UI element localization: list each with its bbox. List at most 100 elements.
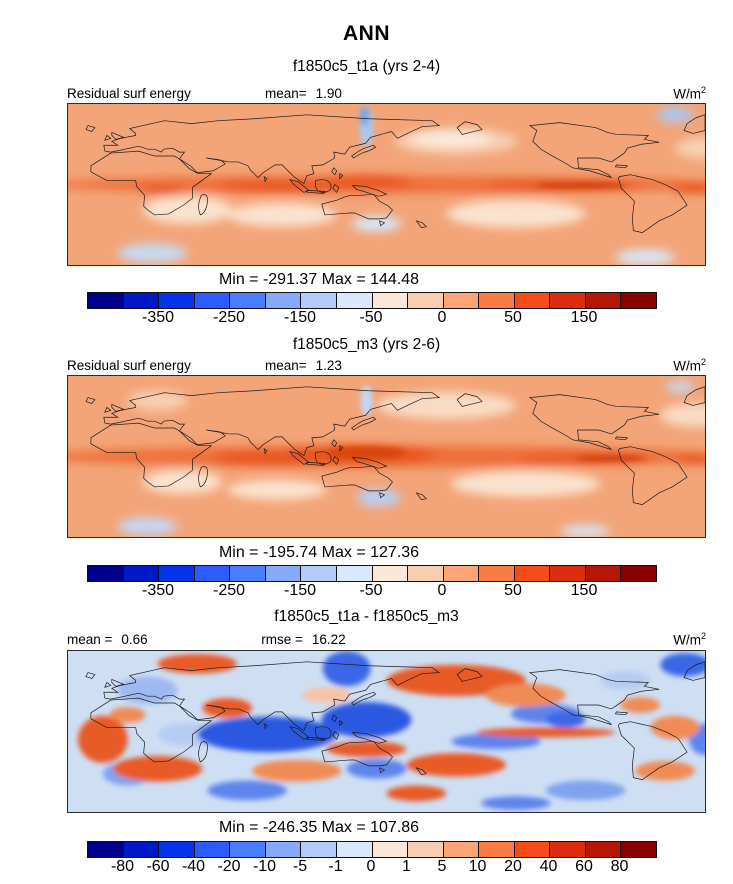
panel1-colorbar-ticks: -350 -250 -150 -50 0 50 150 [87, 309, 655, 329]
colorbar-tick-label: 50 [504, 582, 522, 599]
panel1-minmax: Min = -291.37 Max = 144.48 [218, 271, 420, 288]
colorbar-cell [585, 293, 622, 308]
colorbar-cell [408, 293, 444, 308]
colorbar-cell [408, 842, 444, 857]
colorbar-cell [265, 566, 302, 581]
colorbar-tick-label: 20 [504, 858, 522, 875]
colorbar-cell [550, 566, 586, 581]
panel1-field-label: Residual surf energy [67, 86, 191, 101]
colorbar-cell [265, 293, 302, 308]
colorbar-tick-label: 150 [570, 582, 598, 599]
colorbar-tick-label: -40 [181, 858, 206, 875]
colorbar-tick-label: 0 [366, 858, 376, 875]
panel3-units-label: W/m2 [673, 631, 706, 648]
panel3-colorbar [87, 841, 657, 858]
colorbar-cell [621, 293, 656, 308]
panel1-colorbar [87, 292, 657, 309]
colorbar-cell [479, 293, 515, 308]
colorbar-tick-label: -250 [212, 309, 246, 326]
panel3-mean-label: mean = [67, 632, 113, 647]
panel3-minmax: Min = -246.35 Max = 107.86 [218, 819, 420, 836]
colorbar-cell [194, 842, 231, 857]
panel1-mean-label: mean= [264, 86, 307, 101]
colorbar-cell [88, 842, 124, 857]
colorbar-cell [159, 842, 195, 857]
colorbar-tick-label: 10 [468, 858, 487, 875]
panel1-map-svg [68, 104, 705, 265]
panel2-colorbar-ticks: -350 -250 -150 -50 0 50 150 [87, 582, 655, 602]
colorbar-cell [159, 566, 195, 581]
colorbar-cell [621, 842, 656, 857]
panel1-units-exp: 2 [700, 84, 706, 95]
colorbar-tick-label: -150 [283, 309, 317, 326]
colorbar-cell [550, 293, 586, 308]
colorbar-cell [230, 842, 266, 857]
colorbar-cell [550, 842, 586, 857]
colorbar-tick-label: -1 [328, 858, 343, 875]
colorbar-cell [514, 293, 551, 308]
panel3-colorbar-ticks: -80 -60 -40 -20 -10 -5 -1 0 1 5 10 20 40 60 80 [87, 858, 655, 878]
panel1-map [67, 103, 706, 266]
panel3-rmse-label: rmse = [261, 632, 303, 647]
panel3-units-base: W/m [673, 632, 701, 647]
colorbar-cell [301, 566, 337, 581]
colorbar-cell [443, 842, 480, 857]
panel2-header: Residual surf energy mean= 1.23 W/m2 [67, 357, 706, 374]
page-title: ANN [343, 22, 390, 45]
panel2-mean-stat: mean= 1.23 [265, 358, 342, 373]
panel2-units-label: W/m2 [673, 357, 706, 374]
colorbar-cell [230, 566, 266, 581]
colorbar-tick-label: 50 [504, 309, 522, 326]
colorbar-cell [336, 566, 373, 581]
colorbar-cell [123, 842, 160, 857]
colorbar-tick-label: -5 [292, 858, 308, 875]
colorbar-tick-label: -150 [283, 582, 317, 599]
colorbar-cell [408, 566, 444, 581]
colorbar-cell [123, 566, 160, 581]
colorbar-cell [194, 293, 231, 308]
panel1-subtitle: f1850c5_t1a (yrs 2-4) [292, 58, 441, 75]
panel1-header: Residual surf energy mean= 1.90 W/m2 [67, 85, 706, 102]
panel2-map-svg [68, 376, 705, 537]
colorbar-cell [194, 566, 231, 581]
colorbar-tick-label: 60 [575, 858, 593, 875]
panel3-rmse-stat: rmse = 16.22 [261, 632, 345, 647]
panel3-mean-stat: mean = 0.66 [67, 632, 148, 647]
colorbar-cell [372, 293, 409, 308]
colorbar-cell [88, 566, 124, 581]
colorbar-cell [336, 293, 373, 308]
colorbar-cell [479, 842, 515, 857]
colorbar-cell [301, 293, 337, 308]
panel2-units-base: W/m [673, 358, 701, 373]
colorbar-cell [372, 566, 409, 581]
colorbar-tick-label: -350 [141, 309, 175, 326]
panel1-units-base: W/m [673, 86, 701, 101]
colorbar-cell [443, 293, 480, 308]
colorbar-cell [514, 566, 551, 581]
colorbar-tick-label: 40 [539, 858, 558, 875]
colorbar-tick-label: -20 [217, 858, 241, 875]
panel3-units-exp: 2 [700, 630, 706, 641]
colorbar-tick-label: 0 [437, 582, 447, 599]
colorbar-tick-label: -80 [110, 858, 135, 875]
panel2-minmax: Min = -195.74 Max = 127.36 [218, 544, 420, 561]
colorbar-tick-label: 150 [570, 309, 598, 326]
colorbar-tick-label: -350 [141, 582, 175, 599]
colorbar-tick-label: -250 [212, 582, 246, 599]
colorbar-tick-label: 80 [610, 858, 629, 875]
colorbar-tick-label: 5 [437, 858, 447, 875]
colorbar-tick-label: -50 [359, 309, 383, 326]
panel3-map-svg [68, 651, 705, 812]
colorbar-tick-label: -10 [252, 858, 277, 875]
colorbar-tick-label: 0 [437, 309, 447, 326]
colorbar-cell [372, 842, 409, 857]
panel3-mean-value: 0.66 [121, 632, 148, 647]
colorbar-tick-label: -50 [359, 582, 383, 599]
colorbar-cell [621, 566, 656, 581]
panel1-mean-stat: mean= 1.90 [265, 86, 342, 101]
colorbar-cell [443, 566, 480, 581]
panel1-units-label: W/m2 [673, 85, 706, 102]
panel3-header: mean = 0.66 rmse = 16.22 W/m2 [67, 631, 706, 648]
colorbar-cell [301, 842, 337, 857]
